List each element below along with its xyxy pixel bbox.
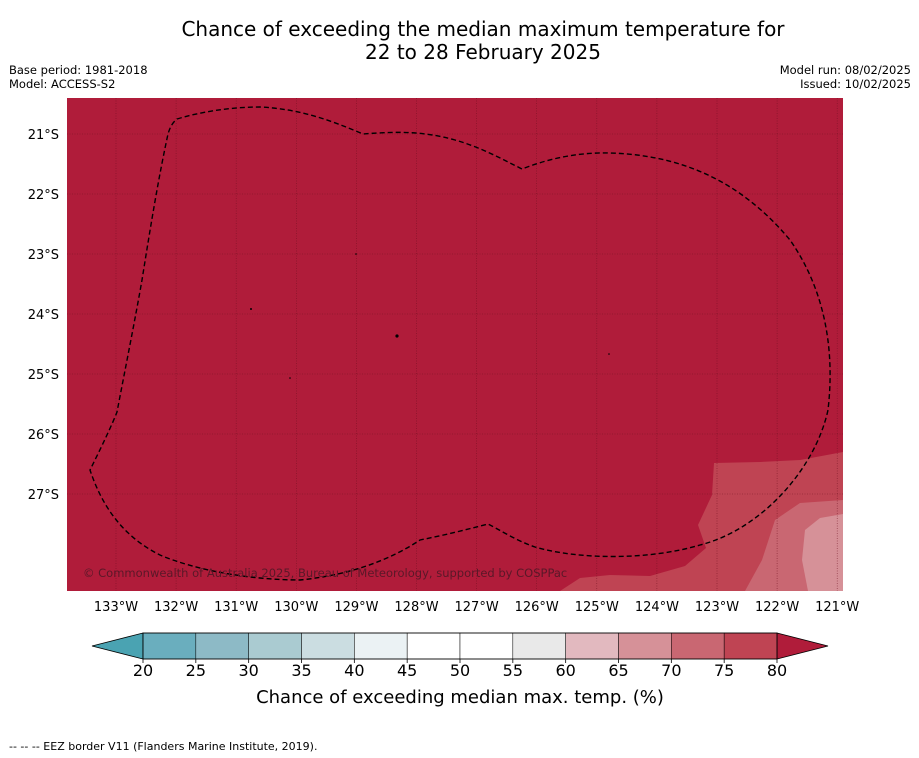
colorbar-cell bbox=[195, 632, 249, 660]
colorbar-cell bbox=[354, 632, 408, 660]
map-title: Chance of exceeding the median maximum t… bbox=[0, 18, 919, 64]
lon-label: 123°W bbox=[695, 600, 739, 615]
longitude-labels: 133°W 132°W 131°W 130°W 129°W 128°W 127°W 126°W… bbox=[94, 600, 860, 615]
model-name: Model: ACCESS-S2 bbox=[9, 77, 116, 91]
colorbar-tick-label: 65 bbox=[608, 661, 628, 680]
lon-label: 124°W bbox=[635, 600, 679, 615]
lat-label: 21°S bbox=[28, 128, 59, 143]
colorbar-cell bbox=[671, 632, 725, 660]
colorbar-tick-label: 75 bbox=[714, 661, 734, 680]
islands bbox=[250, 253, 610, 379]
colorbar-over-arrow bbox=[776, 632, 829, 660]
lat-label: 22°S bbox=[28, 188, 59, 203]
lat-label: 27°S bbox=[28, 488, 59, 503]
colorbar-tick-label: 25 bbox=[186, 661, 206, 680]
map-area bbox=[67, 98, 843, 591]
colorbar-label: Chance of exceeding median max. temp. (%… bbox=[256, 687, 664, 708]
lon-label: 130°W bbox=[274, 600, 318, 615]
lat-label: 24°S bbox=[28, 308, 59, 323]
colorbar-cell bbox=[248, 632, 302, 660]
lat-label: 26°S bbox=[28, 428, 59, 443]
colorbar-tick-label: 55 bbox=[503, 661, 523, 680]
island bbox=[395, 334, 399, 338]
colorbar-cell bbox=[618, 632, 672, 660]
colorbar-tick-label: 50 bbox=[450, 661, 470, 680]
lon-label: 126°W bbox=[515, 600, 559, 615]
graticule bbox=[67, 98, 843, 591]
colorbar-cell bbox=[406, 632, 461, 660]
colorbar-cells bbox=[142, 632, 778, 660]
colorbar-cell bbox=[142, 632, 197, 660]
title-line-1: Chance of exceeding the median maximum t… bbox=[181, 17, 785, 41]
colorbar-tick-label: 60 bbox=[555, 661, 575, 680]
lat-label: 25°S bbox=[28, 368, 59, 383]
island bbox=[608, 353, 610, 355]
colorbar-tick-label: 35 bbox=[291, 661, 311, 680]
island bbox=[250, 308, 252, 310]
latitude-labels: 21°S 22°S 23°S 24°S 25°S 26°S 27°S bbox=[28, 128, 59, 503]
lat-label: 23°S bbox=[28, 248, 59, 263]
lon-label: 125°W bbox=[575, 600, 619, 615]
colorbar-cell bbox=[459, 632, 514, 660]
colorbar-cell bbox=[301, 632, 355, 660]
issued-date: Issued: 10/02/2025 bbox=[800, 77, 911, 91]
colorbar-tick-label: 30 bbox=[238, 661, 258, 680]
colorbar-tick-label: 70 bbox=[661, 661, 681, 680]
island bbox=[355, 253, 357, 255]
eez-border bbox=[89, 106, 831, 581]
colorbar-tick-label: 20 bbox=[133, 661, 153, 680]
colorbar-under-arrow bbox=[91, 632, 144, 660]
colorbar-tick-label: 40 bbox=[344, 661, 364, 680]
lon-label: 133°W bbox=[94, 600, 138, 615]
lon-label: 122°W bbox=[755, 600, 799, 615]
lon-label: 127°W bbox=[455, 600, 499, 615]
colorbar-ticks: 20 25 30 35 40 45 50 55 60 65 70 75 80 bbox=[133, 659, 787, 680]
lon-label: 128°W bbox=[394, 600, 438, 615]
model-run: Model run: 08/02/2025 bbox=[779, 63, 911, 77]
footer-legend: -- -- -- EEZ border V11 (Flanders Marine… bbox=[9, 740, 318, 753]
lon-label: 131°W bbox=[214, 600, 258, 615]
colorbar-cell bbox=[723, 632, 778, 660]
title-line-2: 22 to 28 February 2025 bbox=[365, 40, 601, 64]
lon-label: 132°W bbox=[154, 600, 198, 615]
lon-label: 121°W bbox=[815, 600, 859, 615]
colorbar-tick-label: 80 bbox=[767, 661, 787, 680]
copyright-notice: © Commonwealth of Australia 2025, Bureau… bbox=[83, 566, 567, 580]
island bbox=[289, 377, 291, 379]
colorbar-tick-label: 45 bbox=[397, 661, 417, 680]
colorbar: 20 25 30 35 40 45 50 55 60 65 70 75 80 Chance of exc… bbox=[91, 632, 829, 708]
meta-left: Base period: 1981-2018 Model: ACCESS-S2 bbox=[9, 63, 148, 91]
colorbar-cell bbox=[512, 632, 566, 660]
contour-band-65-70 bbox=[802, 514, 843, 591]
colorbar-cell bbox=[565, 632, 619, 660]
base-period: Base period: 1981-2018 bbox=[9, 63, 148, 77]
lon-label: 129°W bbox=[334, 600, 378, 615]
meta-right: Model run: 08/02/2025 Issued: 10/02/2025 bbox=[780, 63, 911, 91]
